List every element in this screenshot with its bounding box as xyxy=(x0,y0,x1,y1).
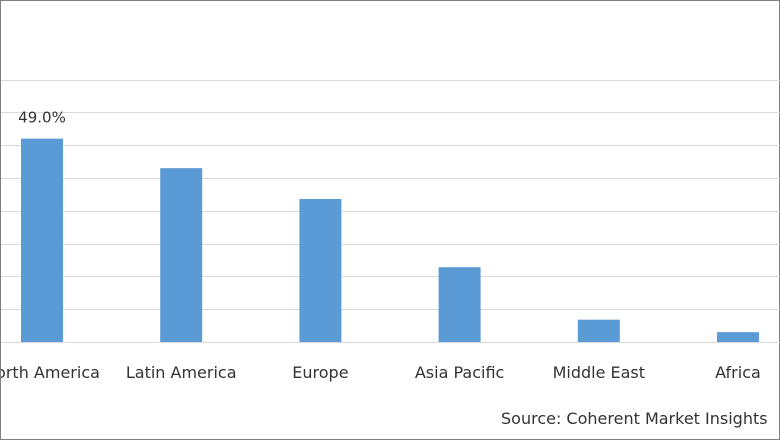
bar-africa xyxy=(717,332,759,342)
category-label: Middle East xyxy=(553,363,645,382)
bar-north-america xyxy=(21,138,63,342)
category-labels: North America Latin America Europe Asia Pac… xyxy=(1,363,761,382)
data-label: 49.0% xyxy=(18,109,66,127)
category-label: Africa xyxy=(715,363,761,382)
data-labels: 49.0% xyxy=(18,109,66,127)
bar-asia-pacific xyxy=(438,267,481,342)
bar-middle-east xyxy=(577,319,620,342)
gridlines xyxy=(1,80,780,343)
category-label: Europe xyxy=(292,363,348,382)
category-label: Latin America xyxy=(126,363,237,382)
source-note: Source: Coherent Market Insights xyxy=(501,409,768,428)
bars xyxy=(21,138,759,342)
bar-latin-america xyxy=(160,168,203,342)
bar-europe xyxy=(299,198,342,342)
category-label: Asia Pacific xyxy=(415,363,504,382)
category-label: North America xyxy=(1,363,100,382)
